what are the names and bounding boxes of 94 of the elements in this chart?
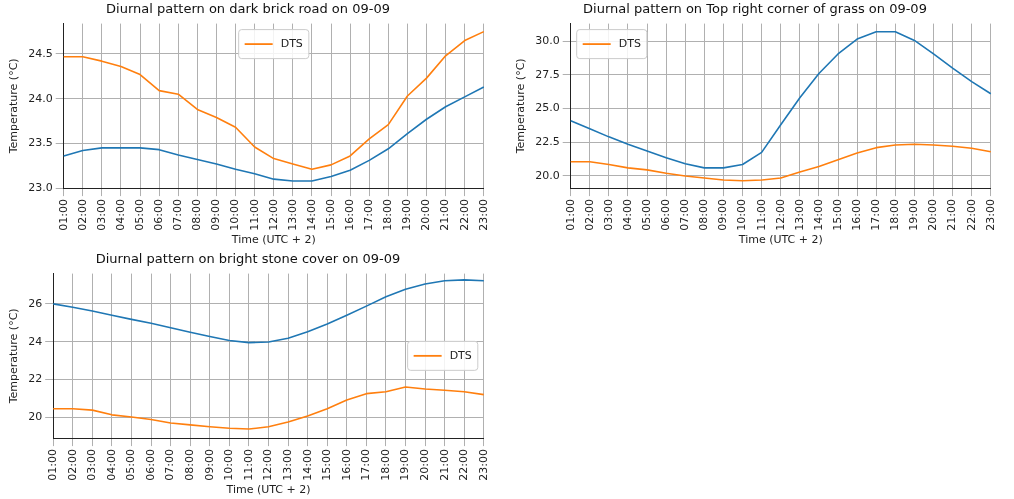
y-tick-label: 30.0 <box>535 33 560 47</box>
x-tick-label: 17:00 <box>869 199 883 231</box>
y-tick-label: 24 <box>28 334 43 348</box>
y-axis-title: Temperature (°C) <box>514 58 528 155</box>
x-tick-label: 02:00 <box>65 449 79 481</box>
x-tick-label: 01:00 <box>46 449 60 481</box>
chart-title: Diurnal pattern on bright stone cover on 09-09 <box>95 251 401 267</box>
x-tick-label: 11:00 <box>247 199 261 231</box>
x-tick-label: 19:00 <box>400 199 414 231</box>
x-axis-title: Time (UTC + 2) <box>225 483 311 497</box>
y-tick-label: 24.0 <box>28 91 53 105</box>
y-tick-label: 23.5 <box>28 136 53 150</box>
x-tick-label: 20:00 <box>419 199 433 231</box>
x-tick-label: 20:00 <box>926 199 940 231</box>
x-tick-label: 21:00 <box>438 199 452 231</box>
legend-label: DTS <box>618 36 641 50</box>
x-tick-label: 16:00 <box>339 449 353 481</box>
x-tick-label: 08:00 <box>183 449 197 481</box>
x-tick-label: 23:00 <box>983 199 997 231</box>
y-tick-label: 24.5 <box>28 46 53 60</box>
x-tick-label: 15:00 <box>320 449 334 481</box>
x-tick-label: 13:00 <box>285 199 299 231</box>
y-tick-label: 27.5 <box>535 67 560 81</box>
x-tick-label: 04:00 <box>620 199 634 231</box>
y-tick-label: 23.0 <box>28 180 53 194</box>
y-tick-label: 25.0 <box>535 101 560 115</box>
x-tick-label: 12:00 <box>261 449 275 481</box>
x-tick-label: 09:00 <box>209 199 223 231</box>
x-tick-label: 13:00 <box>280 449 294 481</box>
x-tick-label: 12:00 <box>773 199 787 231</box>
x-tick-label: 14:00 <box>300 449 314 481</box>
x-tick-label: 08:00 <box>697 199 711 231</box>
y-tick-label: 26 <box>28 296 43 310</box>
x-tick-label: 04:00 <box>104 449 118 481</box>
x-tick-label: 22:00 <box>457 199 471 231</box>
legend-label: DTS <box>449 348 472 362</box>
x-tick-label: 17:00 <box>362 199 376 231</box>
x-tick-label: 02:00 <box>75 199 89 231</box>
x-tick-label: 14:00 <box>304 199 318 231</box>
y-axis-title: Temperature (°C) <box>7 308 21 405</box>
x-tick-label: 05:00 <box>639 199 653 231</box>
x-tick-label: 10:00 <box>228 199 242 231</box>
x-tick-label: 11:00 <box>754 199 768 231</box>
x-tick-label: 17:00 <box>359 449 373 481</box>
x-tick-label: 01:00 <box>56 199 70 231</box>
x-tick-label: 01:00 <box>563 199 577 231</box>
x-tick-label: 12:00 <box>266 199 280 231</box>
x-tick-label: 03:00 <box>601 199 615 231</box>
x-tick-label: 07:00 <box>171 199 185 231</box>
y-tick-label: 22 <box>28 372 43 386</box>
x-tick-label: 05:00 <box>132 199 146 231</box>
y-tick-label: 20.0 <box>535 168 560 182</box>
y-tick-label: 22.5 <box>535 135 560 149</box>
chart-title: Diurnal pattern on dark brick road on 09-09 <box>106 1 390 17</box>
x-tick-label: 04:00 <box>113 199 127 231</box>
x-tick-label: 13:00 <box>792 199 806 231</box>
x-tick-label: 10:00 <box>222 449 236 481</box>
x-axis-title: Time (UTC + 2) <box>230 233 316 247</box>
x-tick-label: 11:00 <box>241 449 255 481</box>
x-tick-label: 18:00 <box>378 449 392 481</box>
x-tick-label: 22:00 <box>964 199 978 231</box>
x-tick-label: 06:00 <box>143 449 157 481</box>
x-tick-label: 09:00 <box>202 449 216 481</box>
x-tick-label: 08:00 <box>190 199 204 231</box>
y-tick-label: 20 <box>28 410 43 424</box>
x-tick-label: 16:00 <box>342 199 356 231</box>
x-tick-label: 16:00 <box>849 199 863 231</box>
x-tick-label: 14:00 <box>811 199 825 231</box>
x-tick-label: 20:00 <box>417 449 431 481</box>
x-tick-label: 22:00 <box>457 449 471 481</box>
x-tick-label: 18:00 <box>888 199 902 231</box>
x-tick-label: 09:00 <box>716 199 730 231</box>
x-tick-label: 15:00 <box>323 199 337 231</box>
x-tick-label: 15:00 <box>830 199 844 231</box>
x-tick-label: 10:00 <box>735 199 749 231</box>
x-tick-label: 07:00 <box>678 199 692 231</box>
x-axis-title: Time (UTC + 2) <box>737 233 823 247</box>
x-tick-label: 23:00 <box>476 199 490 231</box>
x-tick-label: 03:00 <box>94 199 108 231</box>
x-tick-label: 21:00 <box>945 199 959 231</box>
x-tick-label: 21:00 <box>437 449 451 481</box>
x-tick-label: 07:00 <box>163 449 177 481</box>
x-tick-label: 18:00 <box>381 199 395 231</box>
x-tick-label: 03:00 <box>85 449 99 481</box>
x-tick-label: 19:00 <box>398 449 412 481</box>
x-tick-label: 06:00 <box>152 199 166 231</box>
x-tick-label: 05:00 <box>124 449 138 481</box>
chart-title: Diurnal pattern on Top right corner of grass on 09-09 <box>583 1 927 17</box>
x-tick-label: 02:00 <box>582 199 596 231</box>
x-tick-label: 19:00 <box>907 199 921 231</box>
legend-label: DTS <box>280 36 303 50</box>
x-tick-label: 23:00 <box>476 449 490 481</box>
x-tick-label: 06:00 <box>659 199 673 231</box>
y-axis-title: Temperature (°C) <box>7 58 21 155</box>
